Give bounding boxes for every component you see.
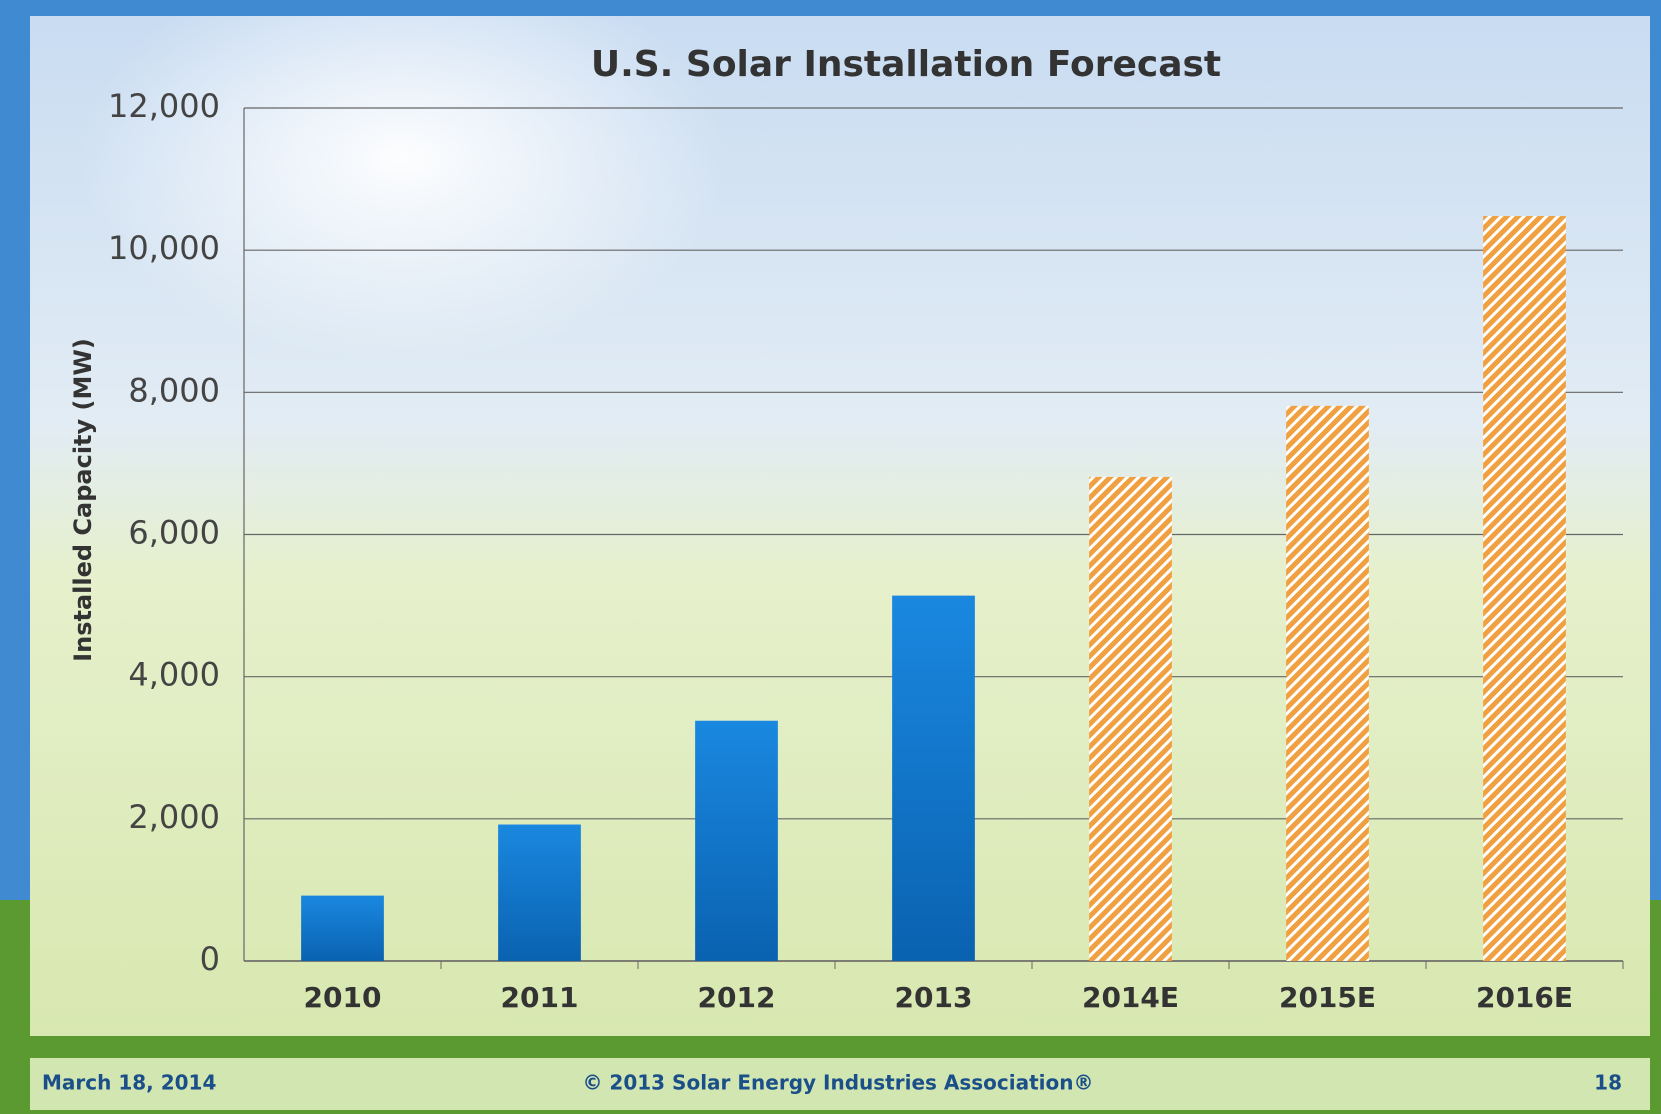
x-tick-label: 2011 [501,981,579,1014]
bar [892,595,975,961]
y-tick-label: 10,000 [108,229,220,267]
bar [498,824,581,961]
x-tick-label: 2013 [895,981,973,1014]
y-tick-label: 0 [200,940,220,978]
y-tick-label: 6,000 [128,514,220,552]
sun-glow [30,16,1650,1036]
bar [1483,216,1566,962]
footer-page: 18 [1594,1071,1622,1095]
x-tick-label: 2014E [1082,981,1179,1014]
y-tick-label: 4,000 [128,656,220,694]
y-tick-label: 12,000 [108,87,220,125]
bar [1089,476,1172,961]
y-tick-label: 8,000 [128,371,220,409]
y-axis-label: Installed Capacity (MW) [69,338,97,662]
x-tick-label: 2012 [698,981,776,1014]
bar [695,720,778,961]
x-tick-label: 2010 [304,981,382,1014]
footer-date: March 18, 2014 [42,1071,216,1095]
footer-bar [30,1058,1650,1110]
y-tick-label: 2,000 [128,798,220,836]
bar [301,895,384,961]
chart-title: U.S. Solar Installation Forecast [591,44,1221,85]
x-tick-label: 2015E [1279,981,1376,1014]
footer-copyright: © 2013 Solar Energy Industries Associati… [582,1071,1093,1095]
bar [1286,405,1369,961]
x-tick-label: 2016E [1476,981,1573,1014]
